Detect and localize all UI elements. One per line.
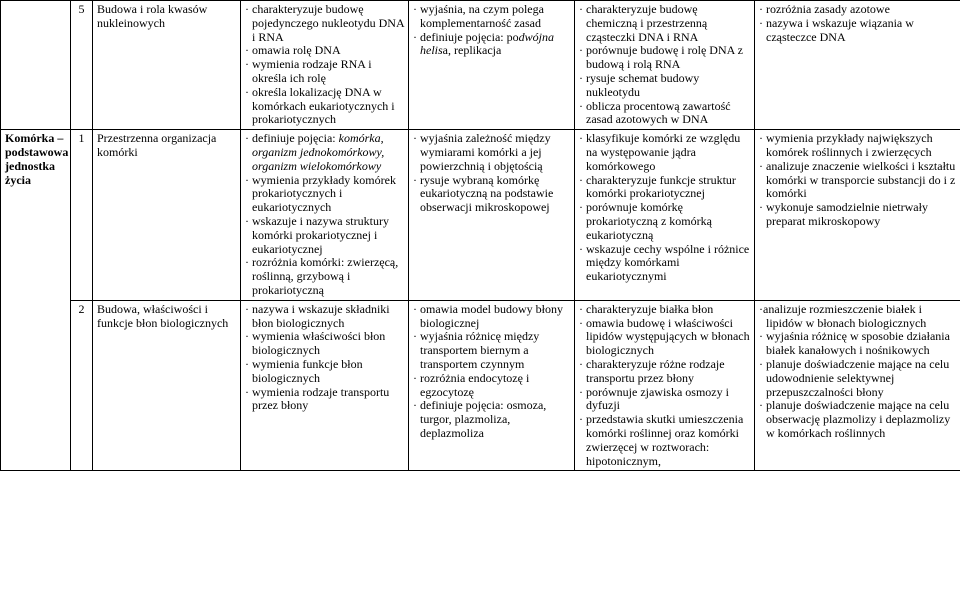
bullet-line: ·analizuje rozmieszczenie białek i lipid… — [759, 303, 956, 331]
bullet-line: · rysuje schemat budowy nukleotydu — [579, 72, 750, 100]
bullet-line: · charakteryzuje różne rodzaje transport… — [579, 358, 750, 386]
bullet-line: · przedstawia skutki umieszczenia komórk… — [579, 413, 750, 468]
bullet-line: · charakteryzuje budowę pojedynczego nuk… — [245, 3, 404, 44]
row-number: 2 — [71, 300, 93, 471]
bullet-line: · wyjaśnia zależność między wymiarami ko… — [413, 132, 570, 173]
bullet-line: · charakteryzuje białka błon — [579, 303, 750, 317]
row-header-empty — [1, 1, 71, 130]
bullet-line: · wykonuje samodzielnie nietrwały prepar… — [759, 201, 956, 229]
bullet-line: · wymienia przykłady największych komóre… — [759, 132, 956, 160]
bullet-line: · analizuje znaczenie wielkości i kształ… — [759, 160, 956, 201]
content-cell: · definiuje pojęcia: komórka, organizm j… — [241, 130, 409, 301]
bullet-line: · definiuje pojęcia: osmoza, turgor, pla… — [413, 399, 570, 440]
section-header: Komórka – podstawowa jednostka życia — [1, 130, 71, 471]
bullet-line: · wyjaśnia różnicę między transportem bi… — [413, 330, 570, 371]
bullet-line: · rozróżnia zasady azotowe — [759, 3, 956, 17]
row-number: 1 — [71, 130, 93, 301]
bullet-line: · charakteryzuje budowę chemiczną i prze… — [579, 3, 750, 44]
bullet-line: · wymienia przykłady komórek prokariotyc… — [245, 174, 404, 215]
bullet-line: · rozróżnia komórki: zwierzęcą, roślinną… — [245, 256, 404, 297]
topic-cell: Budowa, właściwości i funkcje błon biolo… — [93, 300, 241, 471]
content-cell: · charakteryzuje białka błon· omawia bud… — [575, 300, 755, 471]
table-row: 5Budowa i rola kwasów nukleinowych· char… — [1, 1, 960, 130]
curriculum-table: 5Budowa i rola kwasów nukleinowych· char… — [0, 0, 960, 471]
bullet-line: · omawia rolę DNA — [245, 44, 404, 58]
content-cell: · charakteryzuje budowę chemiczną i prze… — [575, 1, 755, 130]
bullet-line: · nazywa i wskazuje wiązania w cząsteczc… — [759, 17, 956, 45]
content-cell: · wymienia przykłady największych komóre… — [755, 130, 960, 301]
bullet-line: · wymienia rodzaje transportu przez błon… — [245, 386, 404, 414]
content-cell: · klasyfikuje komórki ze względu na wyst… — [575, 130, 755, 301]
bullet-line: · porównuje komórkę prokariotyczną z kom… — [579, 201, 750, 242]
bullet-line: · rysuje wybraną komórkę eukariotyczną n… — [413, 174, 570, 215]
bullet-line: · omawia budowę i właściwości lipidów wy… — [579, 317, 750, 358]
bullet-line: · oblicza procentową zawartość zasad azo… — [579, 100, 750, 128]
bullet-line: · omawia model budowy błony biologicznej — [413, 303, 570, 331]
content-cell: ·analizuje rozmieszczenie białek i lipid… — [755, 300, 960, 471]
content-cell: · nazywa i wskazuje składniki błon biolo… — [241, 300, 409, 471]
bullet-line: · planuje doświadczenie mające na celu u… — [759, 358, 956, 399]
bullet-line: · definiuje pojęcia: komórka, organizm j… — [245, 132, 404, 173]
topic-cell: Przestrzenna organizacja komórki — [93, 130, 241, 301]
bullet-line: · klasyfikuje komórki ze względu na wyst… — [579, 132, 750, 173]
bullet-line: · wskazuje i nazywa struktury komórki pr… — [245, 215, 404, 256]
bullet-line: · wskazuje cechy wspólne i różnice międz… — [579, 243, 750, 284]
bullet-line: · porównuje zjawiska osmozy i dyfuzji — [579, 386, 750, 414]
bullet-line: · wymienia właściwości błon biologicznyc… — [245, 330, 404, 358]
table-row: 2Budowa, właściwości i funkcje błon biol… — [1, 300, 960, 471]
bullet-line: · charakteryzuje funkcje struktur komórk… — [579, 174, 750, 202]
bullet-line: · wymienia funkcje błon biologicznych — [245, 358, 404, 386]
content-cell: · wyjaśnia zależność między wymiarami ko… — [409, 130, 575, 301]
bullet-line: · planuje doświadczenie mające na celu o… — [759, 399, 956, 440]
table-row: Komórka – podstawowa jednostka życia1Prz… — [1, 130, 960, 301]
topic-cell: Budowa i rola kwasów nukleinowych — [93, 1, 241, 130]
content-cell: · wyjaśnia, na czym polega komplementarn… — [409, 1, 575, 130]
content-cell: · charakteryzuje budowę pojedynczego nuk… — [241, 1, 409, 130]
bullet-line: · nazywa i wskazuje składniki błon biolo… — [245, 303, 404, 331]
content-cell: · rozróżnia zasady azotowe· nazywa i wsk… — [755, 1, 960, 130]
bullet-line: · definiuje pojęcia: podwójna helisa, re… — [413, 31, 570, 59]
bullet-line: · wyjaśnia różnicę w sposobie działania … — [759, 330, 956, 358]
bullet-line: · porównuje budowę i rolę DNA z budową i… — [579, 44, 750, 72]
bullet-line: · określa lokalizację DNA w komórkach eu… — [245, 86, 404, 127]
content-cell: · omawia model budowy błony biologicznej… — [409, 300, 575, 471]
bullet-line: · rozróżnia endocytozę i egzocytozę — [413, 372, 570, 400]
bullet-line: · wyjaśnia, na czym polega komplementarn… — [413, 3, 570, 31]
bullet-line: · wymienia rodzaje RNA i określa ich rol… — [245, 58, 404, 86]
row-number: 5 — [71, 1, 93, 130]
